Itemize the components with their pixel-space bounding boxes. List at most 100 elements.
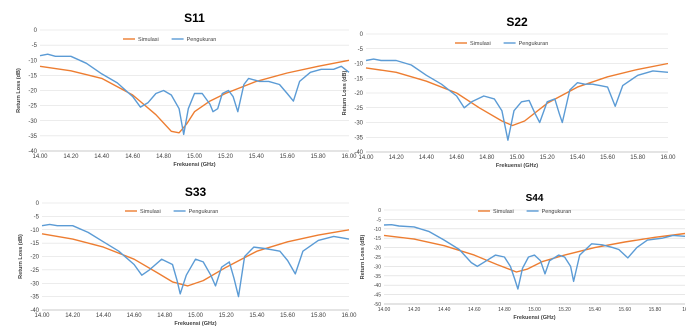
x-tick-label: 15.60	[280, 154, 296, 160]
y-tick-label: -25	[28, 104, 37, 110]
y-tick-label: -25	[30, 268, 39, 274]
x-tick-label: 14.20	[63, 154, 79, 160]
x-tick-label: 14.00	[378, 307, 391, 313]
x-tick-label: 15.20	[219, 313, 235, 319]
legend-label: Pengukuran	[519, 41, 549, 47]
legend-label: Pengukuran	[189, 209, 219, 215]
y-tick-label: -15	[30, 241, 39, 247]
x-tick-label: 15.00	[188, 313, 204, 319]
x-tick-label: 15.40	[570, 155, 586, 161]
y-tick-label: -35	[28, 134, 37, 140]
y-tick-label: -30	[374, 264, 381, 270]
series-line-simulasi	[365, 62, 669, 127]
x-axis-label: Frekuensi (GHz)	[174, 321, 216, 327]
x-tick-label: 14.40	[438, 307, 451, 313]
x-tick-label: 14.40	[96, 313, 112, 319]
y-tick-label: -30	[28, 119, 37, 125]
x-tick-label: 14.60	[127, 313, 143, 319]
x-tick-label: 15.20	[558, 307, 571, 313]
x-tick-label: 15.60	[619, 307, 632, 313]
y-tick-label: -20	[28, 89, 37, 95]
y-tick-label: -30	[30, 281, 39, 287]
y-tick-label: -25	[354, 106, 363, 112]
series-line-pengukuran	[41, 223, 350, 298]
x-tick-label: 14.80	[157, 313, 173, 319]
x-tick-label: 15.00	[528, 307, 541, 313]
x-tick-label: 15.60	[600, 155, 616, 161]
x-axis-label: Frekuensi (GHz)	[496, 163, 538, 169]
x-tick-label: 15.40	[249, 313, 265, 319]
legend-label: Pengukuran	[187, 37, 217, 43]
x-tick-label: 15.20	[218, 154, 234, 160]
y-tick-label: -30	[354, 121, 363, 127]
y-tick-label: -35	[374, 274, 381, 280]
x-tick-label: 14.00	[34, 313, 50, 319]
y-tick-label: -15	[28, 73, 37, 79]
y-tick-label: -50	[374, 302, 381, 308]
x-axis-label: Frekuensi (GHz)	[513, 315, 555, 321]
y-axis-label: Return Loss (dB)	[360, 235, 366, 280]
x-tick-label: 14.80	[479, 155, 495, 161]
x-tick-label: 15.00	[509, 155, 525, 161]
y-tick-label: -5	[377, 217, 382, 223]
x-tick-label: 15.80	[311, 313, 327, 319]
y-axis-label: Return Loss (dB)	[16, 68, 22, 113]
series-line-pengukuran	[39, 53, 350, 136]
y-tick-label: -40	[354, 150, 363, 156]
x-tick-label: 16.00	[341, 313, 357, 319]
y-tick-label: -15	[354, 76, 363, 82]
y-tick-label: -25	[374, 255, 381, 261]
x-tick-label: 14.80	[498, 307, 511, 313]
x-tick-label: 15.80	[649, 307, 662, 313]
y-tick-label: -40	[28, 149, 37, 155]
y-tick-label: -5	[32, 43, 38, 49]
legend-label: Pengukuran	[542, 209, 572, 215]
chart-title: S33	[185, 185, 207, 199]
series-line-pengukuran	[365, 58, 669, 141]
x-tick-label: 15.80	[311, 154, 327, 160]
x-tick-label: 14.00	[358, 155, 374, 161]
legend-label: Simulasi	[470, 41, 491, 47]
x-tick-label: 16	[682, 307, 686, 313]
y-tick-label: -10	[28, 58, 37, 64]
y-tick-label: -10	[354, 62, 363, 68]
x-tick-label: 16.00	[660, 155, 676, 161]
x-tick-label: 14.40	[94, 154, 110, 160]
chart-title: S22	[506, 15, 528, 29]
x-tick-label: 14.60	[449, 155, 465, 161]
x-axis-label: Frekuensi (GHz)	[173, 162, 215, 168]
x-tick-label: 15.40	[249, 154, 265, 160]
y-tick-label: -40	[374, 283, 381, 289]
y-tick-label: 0	[378, 208, 381, 214]
chart-title: S11	[184, 11, 205, 25]
chart-title: S44	[526, 193, 544, 204]
series-line-simulasi	[41, 229, 350, 287]
x-tick-label: 15.20	[540, 155, 556, 161]
y-tick-label: -5	[34, 214, 40, 220]
x-tick-label: 14.60	[468, 307, 481, 313]
x-tick-label: 15.60	[280, 313, 296, 319]
y-tick-label: 0	[34, 28, 38, 34]
x-tick-label: 14.20	[408, 307, 421, 313]
y-tick-label: -15	[374, 236, 381, 242]
x-tick-label: 14.40	[419, 155, 435, 161]
x-tick-label: 15.40	[588, 307, 601, 313]
y-tick-label: -10	[374, 227, 381, 233]
y-axis-label: Return Loss (dB)	[18, 234, 24, 279]
series-line-simulasi	[39, 59, 350, 134]
y-tick-label: -10	[30, 228, 39, 234]
series-line-simulasi	[383, 232, 686, 273]
x-tick-label: 14.20	[65, 313, 81, 319]
y-tick-label: -45	[374, 293, 381, 299]
y-tick-label: -35	[30, 295, 39, 301]
y-tick-label: -20	[30, 255, 39, 261]
x-tick-label: 16.00	[341, 154, 357, 160]
x-tick-label: 15.00	[187, 154, 203, 160]
legend-label: Simulasi	[138, 37, 159, 43]
y-tick-label: -20	[374, 246, 381, 252]
y-tick-label: -40	[30, 308, 39, 314]
